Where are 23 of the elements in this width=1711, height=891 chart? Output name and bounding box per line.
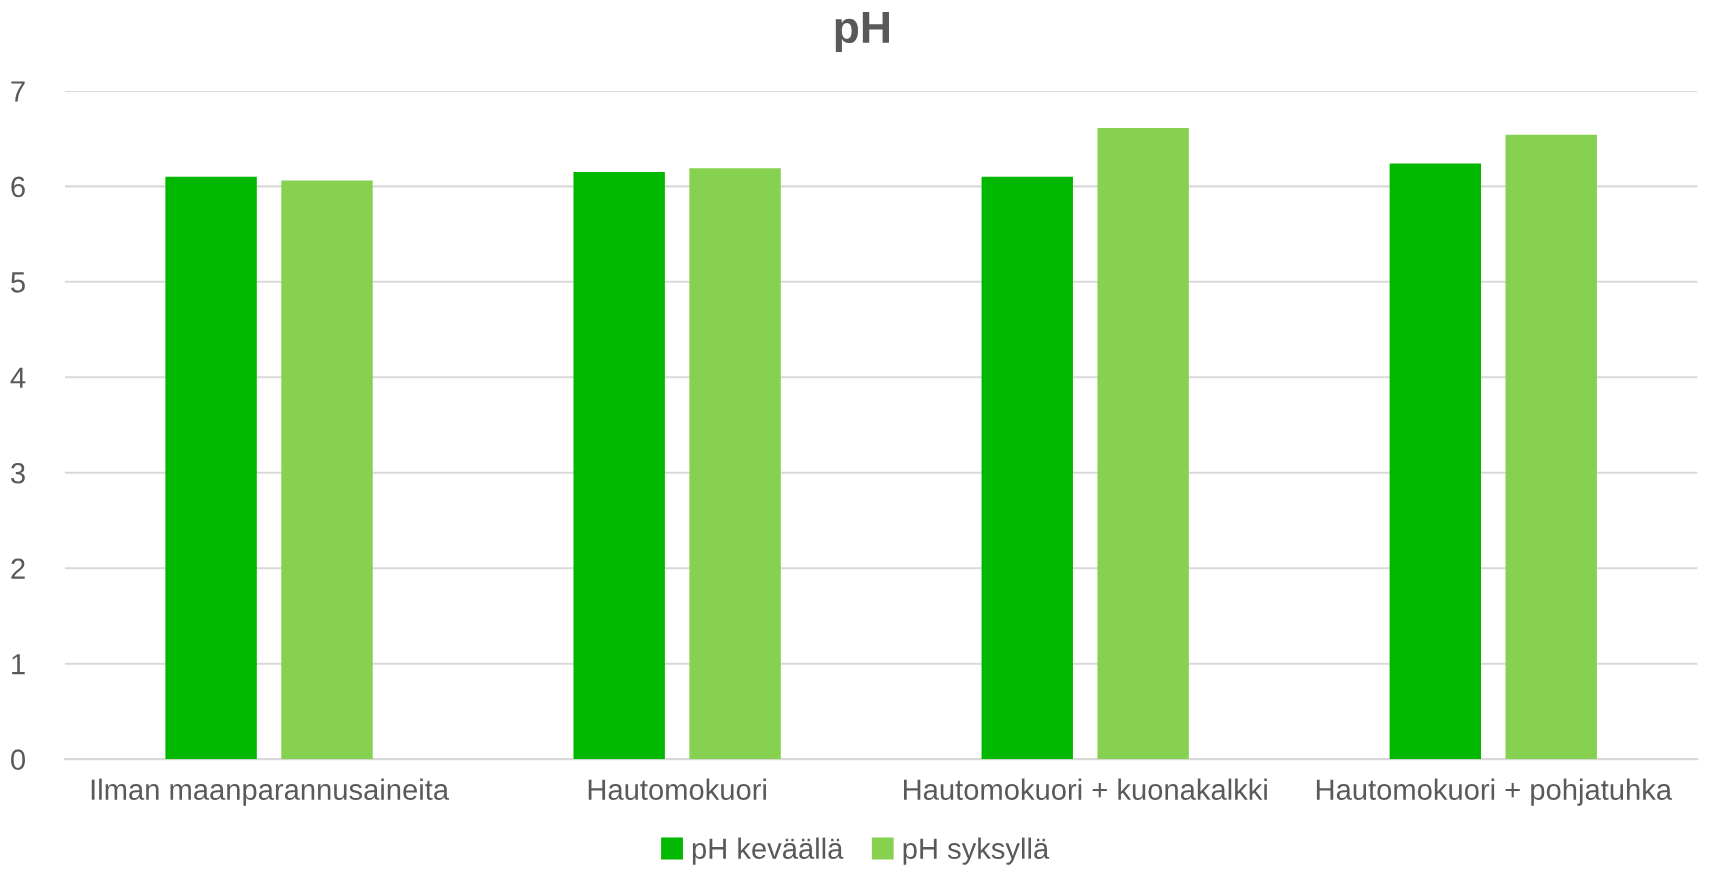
y-tick-label: 0 xyxy=(11,749,25,770)
bar xyxy=(1505,134,1597,760)
bar xyxy=(981,176,1073,760)
x-tick-label: Hautomokuori + pohjatuhka xyxy=(1316,778,1673,806)
x-tick-label: Hautomokuori + kuonakalkki xyxy=(904,778,1267,800)
y-tick-label: 1 xyxy=(12,654,25,675)
bar xyxy=(689,168,781,760)
x-tick-label: Ilman maanparannusaineita xyxy=(91,778,450,806)
y-tick-label: 6 xyxy=(11,176,25,198)
bar xyxy=(1097,128,1189,760)
bar xyxy=(573,172,665,760)
legend-label: pH syksyllä xyxy=(903,837,1050,865)
legend-label: pH keväällä xyxy=(692,837,844,865)
chart-title: pH xyxy=(835,12,889,52)
y-tick-label: 5 xyxy=(11,272,25,293)
x-tick-label: Hautomokuori xyxy=(588,778,766,800)
bar xyxy=(165,176,257,760)
bar xyxy=(1389,163,1482,760)
y-tick-label: 2 xyxy=(11,558,25,579)
y-tick-label: 4 xyxy=(10,367,26,388)
y-tick-label: 3 xyxy=(11,462,25,484)
bar xyxy=(281,180,373,760)
y-tick-label: 7 xyxy=(11,81,25,102)
